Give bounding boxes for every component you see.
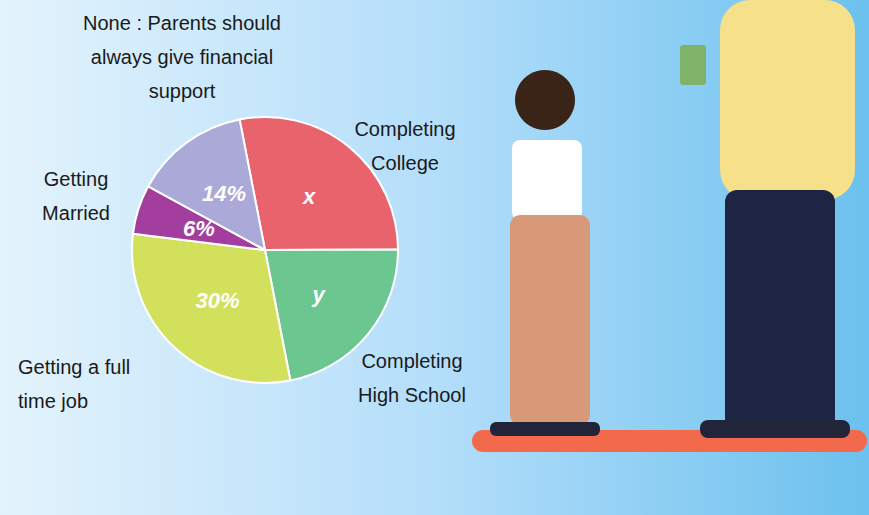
svg-text:x: x bbox=[302, 184, 316, 209]
svg-text:Completing: Completing bbox=[354, 118, 455, 140]
svg-text:y: y bbox=[312, 282, 327, 307]
svg-text:support: support bbox=[149, 80, 216, 102]
svg-text:always give financial: always give financial bbox=[91, 46, 273, 68]
svg-text:Married: Married bbox=[42, 202, 110, 224]
svg-text:30%: 30% bbox=[196, 288, 240, 313]
svg-text:None : Parents should: None : Parents should bbox=[83, 12, 281, 34]
svg-text:Getting: Getting bbox=[44, 168, 108, 190]
svg-text:14%: 14% bbox=[202, 181, 246, 206]
svg-text:Getting a full: Getting a full bbox=[18, 356, 130, 378]
svg-text:High School: High School bbox=[358, 384, 466, 406]
svg-text:time job: time job bbox=[18, 390, 88, 412]
svg-text:Completing: Completing bbox=[361, 350, 462, 372]
svg-text:College: College bbox=[371, 152, 439, 174]
svg-text:6%: 6% bbox=[183, 216, 215, 241]
